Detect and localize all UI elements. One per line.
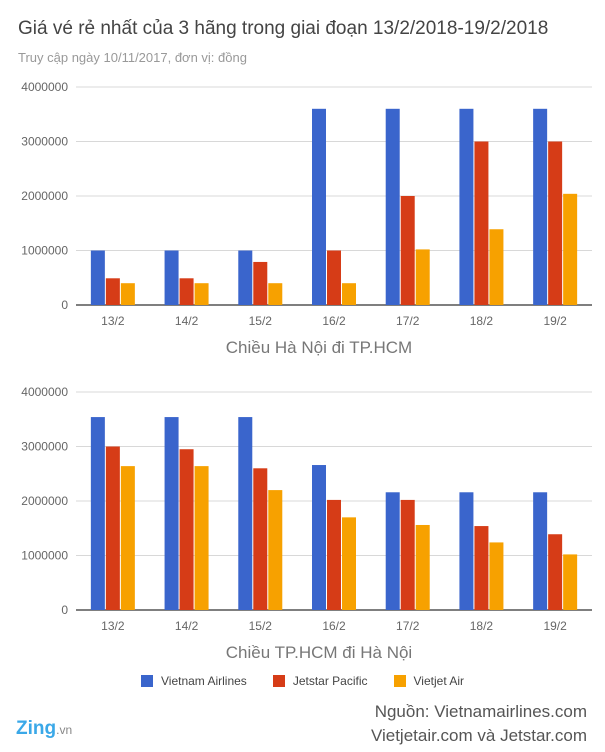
x-tick-label: 14/2: [175, 619, 199, 633]
x-tick-label: 14/2: [175, 314, 199, 328]
x-tick-label: 18/2: [470, 619, 494, 633]
x-tick-label: 18/2: [470, 314, 494, 328]
x-tick-label: 13/2: [101, 619, 125, 633]
bar-vietnam-airlines: [90, 417, 105, 610]
bar-vietjet-air: [415, 524, 430, 610]
x-axis-title: Chiều TP.HCM đi Hà Nội: [226, 643, 412, 662]
y-tick-label: 0: [61, 603, 68, 617]
bar-vietnam-airlines: [312, 465, 326, 610]
zing-logo: Zing.vn: [16, 718, 72, 740]
legend-label: Jetstar Pacific: [292, 674, 368, 688]
chart-hcm-to-hanoi: 0 1000000 2000000 3000000 4000000 13/2 14/2 15/…: [21, 385, 592, 662]
y-tick-label: 2000000: [21, 494, 68, 508]
legend: Vietnam Airlines Jetstar Pacific Vietjet…: [0, 674, 605, 688]
bar-vietnam-airlines: [385, 108, 400, 305]
x-tick-label: 16/2: [322, 314, 346, 328]
bar-vietjet-air: [489, 542, 504, 610]
x-tick-label: 17/2: [396, 619, 420, 633]
bar-vietjet-air: [342, 283, 356, 305]
chart-title: Giá vé rẻ nhất của 3 hãng trong giai đoạ…: [18, 18, 549, 39]
bar-jetstar-pacific: [548, 534, 563, 610]
legend-label: Vietnam Airlines: [160, 674, 247, 688]
bar-jetstar-pacific: [105, 446, 120, 610]
legend-swatch-vietnam-airlines: [140, 675, 153, 687]
bar-vietjet-air: [489, 229, 504, 305]
bar-vietjet-air: [194, 466, 209, 610]
legend-item-jetstar-pacific: Jetstar Pacific: [272, 674, 368, 688]
x-tick-label: 15/2: [249, 619, 273, 633]
bar-vietnam-airlines: [164, 417, 179, 610]
bar-jetstar-pacific: [253, 468, 268, 610]
bar-jetstar-pacific: [253, 261, 268, 305]
logo-text: Zing: [16, 718, 57, 739]
bar-jetstar-pacific: [474, 526, 489, 610]
bar-vietjet-air: [120, 283, 135, 305]
bar-vietnam-airlines: [238, 417, 253, 610]
y-tick-label: 2000000: [21, 189, 68, 203]
bar-jetstar-pacific: [548, 141, 563, 305]
source-line-1: Nguồn: Vietnamairlines.com: [374, 702, 587, 721]
legend-label: Vietjet Air: [413, 674, 464, 688]
bar-jetstar-pacific: [327, 250, 341, 305]
legend-swatch-vietjet-air: [393, 675, 406, 687]
bar-vietnam-airlines: [459, 108, 474, 305]
bar-vietnam-airlines: [533, 492, 548, 610]
y-tick-label: 3000000: [21, 135, 68, 149]
x-tick-label: 16/2: [322, 619, 346, 633]
bar-vietjet-air: [342, 517, 356, 610]
y-tick-label: 0: [61, 298, 68, 312]
bar-vietjet-air: [415, 249, 430, 305]
bar-jetstar-pacific: [400, 196, 415, 305]
y-tick-label: 4000000: [21, 80, 68, 94]
bar-vietjet-air: [563, 193, 578, 305]
chart-subtitle: Truy cập ngày 10/11/2017, đơn vị: đồng: [18, 50, 247, 65]
bar-vietnam-airlines: [90, 250, 105, 305]
x-tick-label: 19/2: [543, 619, 567, 633]
x-axis-title: Chiều Hà Nội đi TP.HCM: [226, 338, 412, 357]
x-tick-label: 17/2: [396, 314, 420, 328]
y-tick-label: 1000000: [21, 244, 68, 258]
y-tick-label: 4000000: [21, 385, 68, 399]
x-tick-label: 15/2: [249, 314, 273, 328]
y-tick-label: 3000000: [21, 440, 68, 454]
bar-vietnam-airlines: [238, 250, 253, 305]
bar-vietnam-airlines: [312, 108, 326, 305]
x-tick-label: 13/2: [101, 314, 125, 328]
logo-suffix: .vn: [56, 723, 73, 737]
bar-jetstar-pacific: [474, 141, 489, 305]
bar-vietjet-air: [268, 283, 283, 305]
bar-vietjet-air: [268, 490, 283, 610]
bar-jetstar-pacific: [179, 278, 194, 305]
y-tick-label: 1000000: [21, 549, 68, 563]
legend-item-vietjet-air: Vietjet Air: [393, 674, 464, 688]
bar-jetstar-pacific: [327, 499, 341, 610]
legend-item-vietnam-airlines: Vietnam Airlines: [140, 674, 247, 688]
bar-vietjet-air: [563, 554, 578, 610]
bar-jetstar-pacific: [400, 499, 415, 610]
x-tick-label: 19/2: [543, 314, 567, 328]
source-line-2: Vietjetair.com và Jetstar.com: [370, 726, 587, 745]
bar-vietnam-airlines: [164, 250, 179, 305]
legend-swatch-jetstar-pacific: [272, 675, 285, 687]
bar-jetstar-pacific: [105, 278, 120, 305]
chart-hanoi-to-hcm: 0 1000000 2000000 3000000 4000000 13/2 14/2 15/…: [21, 80, 592, 357]
bar-vietnam-airlines: [385, 492, 400, 610]
bar-vietnam-airlines: [459, 492, 474, 610]
bar-vietnam-airlines: [533, 108, 548, 305]
bar-vietjet-air: [194, 283, 209, 305]
bar-jetstar-pacific: [179, 449, 194, 610]
bar-vietjet-air: [120, 466, 135, 610]
